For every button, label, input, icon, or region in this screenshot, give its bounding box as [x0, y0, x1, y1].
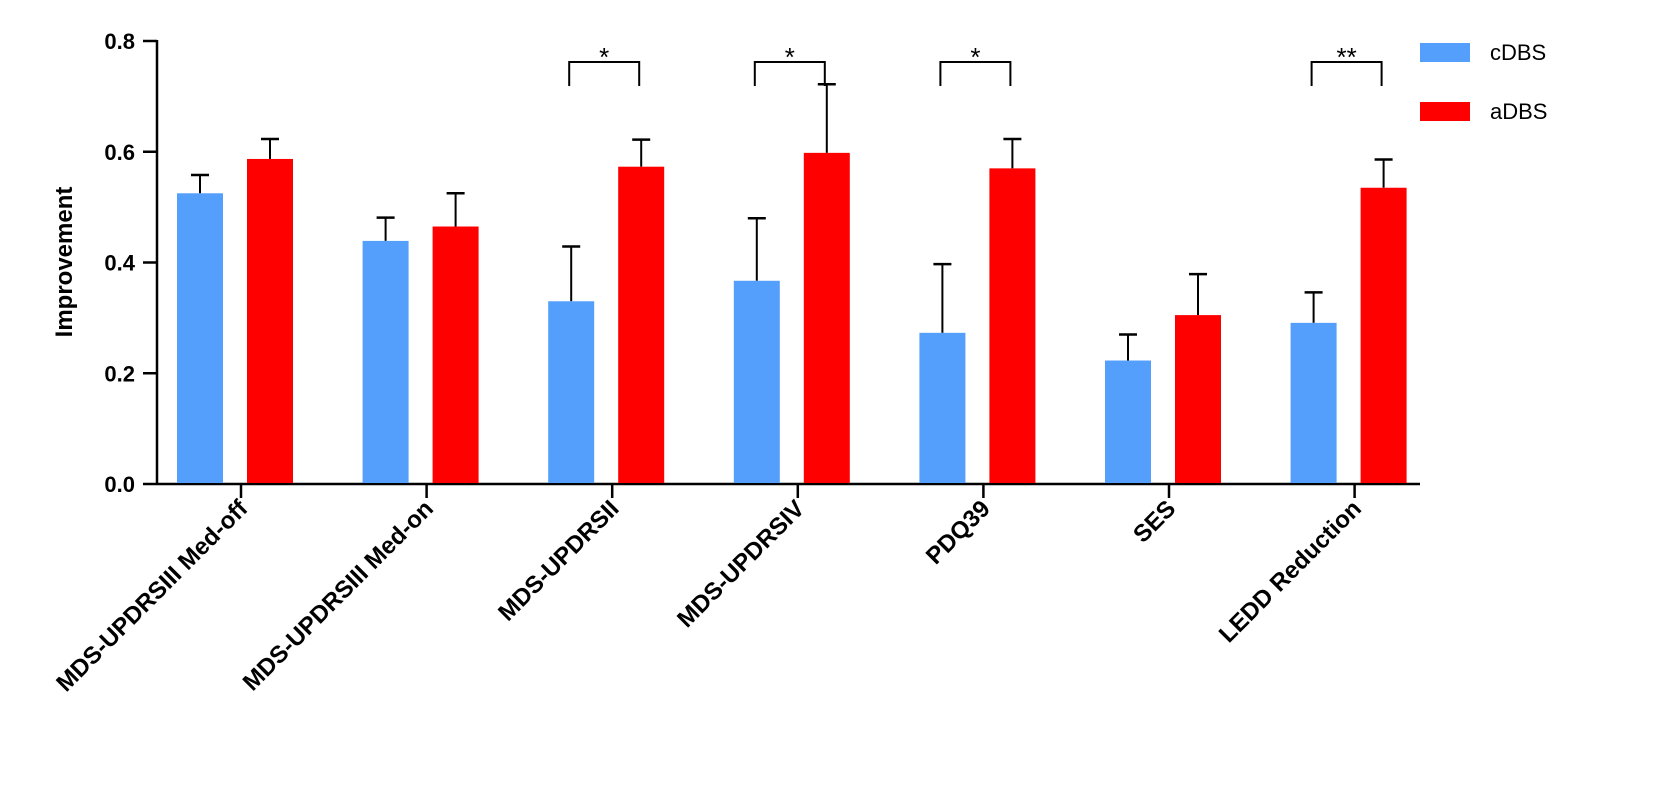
bar-cDBS: [362, 240, 409, 483]
y-tick-label: 0.6: [104, 140, 135, 165]
y-tick-label: 0.2: [104, 361, 135, 386]
bar-cDBS: [919, 332, 966, 483]
bar-aDBS: [432, 226, 479, 483]
x-tick-label: PDQ39: [921, 495, 996, 570]
legend: cDBS aDBS: [1420, 40, 1547, 124]
significance-bracket: [939, 61, 1012, 86]
bar-aDBS: [1175, 315, 1221, 483]
significance-label: *: [970, 42, 980, 72]
bar-aDBS: [1360, 187, 1407, 483]
significance-bracket: [568, 61, 641, 86]
legend-label: cDBS: [1490, 40, 1546, 65]
y-axis-label: Improvement: [51, 187, 78, 338]
bar-aDBS: [247, 158, 293, 484]
bar-cDBS: [548, 301, 595, 483]
bar-aDBS: [803, 152, 850, 484]
bars: [177, 82, 1407, 484]
y-tick-label: 0.0: [104, 472, 135, 497]
significance-annotations: * * * **: [568, 42, 1383, 86]
x-tick-label: MDS-UPDRSIII Med-on: [238, 495, 439, 696]
x-tick-label: LEDD Reduction: [1214, 495, 1367, 648]
legend-label: aDBS: [1490, 99, 1547, 124]
bar-cDBS: [733, 280, 780, 483]
bar-aDBS: [989, 168, 1036, 484]
x-tick-label: SES: [1128, 495, 1181, 548]
y-tick-label: 0.8: [104, 29, 135, 54]
legend-swatch-aDBS: [1420, 102, 1470, 121]
bar-cDBS: [177, 193, 223, 483]
x-tick-label: MDS-UPDRSIV: [672, 495, 810, 633]
y-tick-label: 0.4: [104, 251, 135, 276]
significance-label: **: [1336, 42, 1356, 72]
bar-cDBS: [1105, 360, 1151, 483]
x-tick-label: MDS-UPDRSIII Med-off: [51, 494, 254, 697]
bar-cDBS: [1290, 322, 1337, 483]
significance-bracket: [753, 61, 826, 86]
significance-bracket: [1310, 61, 1383, 86]
legend-swatch-cDBS: [1420, 43, 1470, 62]
significance-label: *: [599, 42, 609, 72]
bar-aDBS: [618, 166, 665, 484]
significance-label: *: [785, 42, 795, 72]
x-tick-label: MDS-UPDRSII: [493, 495, 624, 626]
